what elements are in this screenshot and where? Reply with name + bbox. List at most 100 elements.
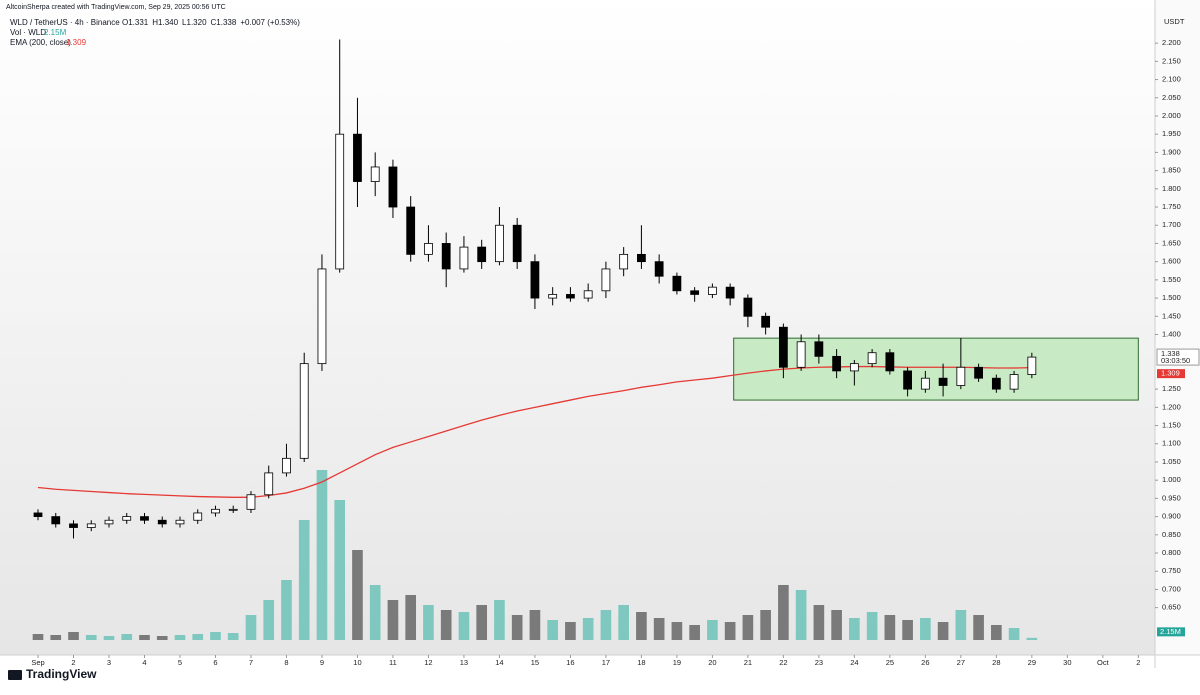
ohlc-value: +0.007 (+0.53%) [240, 18, 300, 27]
y-tick-label: 1.550 [1162, 275, 1181, 284]
x-tick-label: 2 [71, 658, 75, 667]
volume-bar [582, 618, 594, 640]
candle-body [761, 315, 771, 328]
candle-body [920, 377, 930, 390]
x-tick-label: 14 [495, 658, 503, 667]
volume-bar [405, 595, 417, 640]
volume-bar [334, 500, 346, 640]
volume-bar [103, 636, 115, 640]
ema-line [37, 365, 1032, 498]
volume-bar [991, 625, 1002, 640]
candle-body [104, 519, 114, 525]
currency: USDT [1164, 17, 1185, 26]
x-tick-label: 29 [1028, 658, 1036, 667]
y-tick-label: 0.950 [1162, 493, 1181, 502]
volume-bar [352, 550, 363, 640]
x-tick-label: 24 [850, 658, 858, 667]
y-tick-label: 0.700 [1162, 584, 1181, 593]
volume-bar [68, 632, 79, 640]
candle-body [796, 341, 806, 368]
x-tick-label: 11 [389, 658, 397, 667]
legend: WLD / TetherUS · 4h · Binance Vol · WLD … [10, 18, 300, 47]
volume-bar [742, 615, 754, 640]
last-price-box [1156, 348, 1200, 366]
y-tick-label: 0.750 [1162, 566, 1181, 575]
candle-body [832, 355, 842, 372]
candle-body [441, 243, 451, 270]
candle-body [388, 166, 398, 208]
candle-body [725, 286, 735, 299]
y-tick-label: 1.000 [1162, 475, 1181, 484]
candle-body [157, 519, 167, 525]
volume-legend: Vol · WLD [10, 28, 46, 37]
y-tick-label: 1.950 [1162, 129, 1181, 138]
ohlc-value: L1.320 [182, 18, 207, 27]
y-tick-label: 1.200 [1162, 402, 1181, 411]
candle-body [690, 290, 700, 295]
x-tick-label: 27 [957, 658, 965, 667]
y-tick-label: 1.250 [1162, 384, 1181, 393]
ohlc-value: H1.340 [152, 18, 178, 27]
y-tick-label: 0.850 [1162, 530, 1181, 539]
y-tick-label: 1.850 [1162, 166, 1181, 175]
x-tick-label: 16 [566, 658, 574, 667]
volume-bar [298, 520, 310, 640]
x-tick-label: 10 [353, 658, 361, 667]
volume-bar [263, 600, 275, 640]
volume-bar [547, 620, 558, 640]
last-price-label: 1.338 [1161, 349, 1180, 358]
volume-bar [227, 633, 239, 640]
volume-bar [387, 600, 399, 640]
candle-body [778, 326, 788, 368]
x-tick-label: 30 [1063, 658, 1071, 667]
ohlc-value: O1.331 [122, 18, 149, 27]
volume-bar [920, 618, 931, 640]
volume-bar [121, 634, 133, 640]
y-tick-label: 1.450 [1162, 311, 1181, 320]
volume-bar [494, 600, 505, 640]
ema-legend: EMA (200, close) [10, 38, 71, 47]
x-tick-label: 5 [178, 658, 182, 667]
volume-bar [476, 605, 488, 640]
x-tick-label: 12 [424, 658, 432, 667]
y-tick-label: 1.750 [1162, 202, 1181, 211]
symbol-title: WLD / TetherUS · 4h · Binance [10, 18, 120, 27]
y-tick-label: 1.650 [1162, 238, 1181, 247]
candle-body [903, 370, 913, 390]
volume-bar [139, 635, 150, 640]
x-tick-label: 6 [213, 658, 217, 667]
volume-bar [245, 615, 257, 640]
x-tick-label: 17 [602, 658, 610, 667]
x-tick-label: 9 [320, 658, 324, 667]
x-tick-label: 7 [249, 658, 253, 667]
price-axis-panel [1155, 0, 1200, 655]
x-tick-label: 21 [744, 658, 752, 667]
candle-body [619, 253, 629, 270]
candle-body [33, 512, 43, 518]
volume-bar [565, 622, 576, 640]
candle-body [175, 519, 185, 525]
volume-bar [32, 634, 44, 640]
range-zone [733, 337, 1139, 401]
volume-bar [210, 632, 221, 640]
x-tick-label: 13 [460, 658, 468, 667]
candle-body [548, 294, 558, 299]
x-tick-label: Oct [1097, 658, 1110, 667]
candle-body [424, 243, 433, 255]
ema-price-box [1157, 369, 1185, 379]
candle-body [583, 290, 593, 299]
candle-body [406, 206, 416, 255]
volume-bar [884, 615, 896, 640]
candle-body [495, 224, 504, 263]
candle-body [1027, 356, 1037, 375]
candle-body [51, 516, 61, 525]
x-tick-label: 20 [708, 658, 716, 667]
volume-bar [511, 615, 523, 640]
y-tick-label: 2.000 [1162, 111, 1181, 120]
volume-bar [529, 610, 541, 640]
y-tick-label: 1.400 [1162, 329, 1181, 338]
y-tick-label: 1.600 [1162, 257, 1181, 266]
volume-box [1157, 627, 1185, 637]
